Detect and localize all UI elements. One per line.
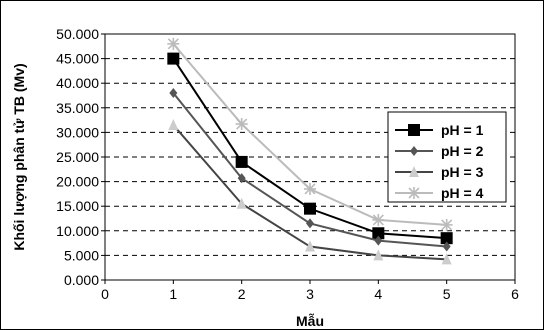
x-tick-label: 4	[374, 286, 382, 302]
x-axis-label: Mẫu	[296, 313, 324, 329]
legend-entry: pH = 4	[395, 185, 484, 201]
data-point	[441, 253, 452, 265]
legend-entry: pH = 2	[395, 143, 484, 159]
data-point	[167, 37, 180, 50]
data-point	[237, 173, 246, 184]
y-tick-label: 0.000	[64, 272, 99, 288]
legend-marker	[408, 124, 420, 136]
series-1	[167, 52, 453, 245]
data-point	[236, 197, 247, 209]
data-point	[168, 119, 179, 131]
data-point	[235, 118, 248, 131]
y-tick-label: 25.000	[56, 149, 99, 165]
series-2	[169, 88, 451, 252]
y-tick-label: 15.000	[56, 198, 99, 214]
x-tick-label: 3	[306, 286, 314, 302]
data-point	[304, 182, 316, 195]
y-tick-label: 35.000	[56, 100, 99, 116]
y-tick-label: 20.000	[56, 174, 99, 190]
y-tick-label: 45.000	[56, 51, 99, 67]
legend-entry: pH = 1	[395, 122, 484, 138]
data-point	[235, 155, 248, 168]
legend-marker	[408, 187, 420, 199]
y-tick-label: 50.000	[56, 26, 99, 42]
legend-label: pH = 1	[441, 122, 484, 138]
x-tick-label: 0	[101, 286, 109, 302]
x-tick-label: 1	[169, 286, 177, 302]
series-group	[167, 37, 453, 265]
x-tick-label: 2	[238, 286, 246, 302]
data-point	[167, 52, 180, 65]
y-tick-label: 5.000	[64, 247, 99, 263]
legend-box	[387, 111, 507, 203]
data-point	[169, 88, 178, 99]
legend-label: pH = 4	[441, 185, 484, 201]
y-tick-label: 40.000	[56, 75, 99, 91]
x-tick-label: 6	[511, 286, 519, 302]
y-tick-label: 30.000	[56, 124, 99, 140]
legend-marker	[409, 166, 419, 177]
legend: pH = 1 pH = 2 pH = 3 pH = 4	[387, 111, 507, 203]
legend-entry: pH = 3	[395, 164, 484, 180]
y-axis-label: Khối lượng phân tử TB (Mv)	[11, 63, 27, 250]
series-4	[167, 37, 453, 231]
data-point	[306, 218, 314, 229]
legend-label: pH = 3	[441, 164, 484, 180]
data-point	[372, 213, 385, 226]
series-3	[168, 119, 452, 265]
data-point	[304, 202, 316, 215]
data-point	[373, 249, 384, 261]
data-point	[442, 241, 451, 252]
data-point	[440, 232, 453, 245]
data-point	[374, 235, 383, 246]
x-axis-ticks: 0 1 2 3 4 5 6	[101, 280, 519, 302]
x-tick-label: 5	[443, 286, 451, 302]
data-point	[372, 227, 385, 240]
legend-label: pH = 2	[441, 143, 484, 159]
data-point	[305, 240, 315, 252]
data-point	[440, 218, 453, 231]
y-axis-ticks: 0.000 5.000 10.000 15.000 20.000 25.000 30.000…	[56, 26, 105, 288]
y-tick-label: 10.000	[56, 223, 99, 239]
legend-marker	[410, 146, 418, 156]
